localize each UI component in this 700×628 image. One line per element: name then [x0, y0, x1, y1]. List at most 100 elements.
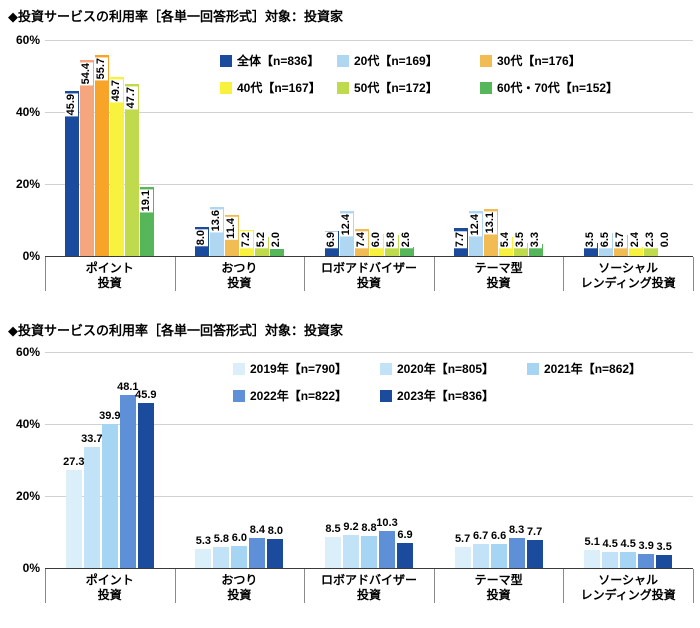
bar	[361, 536, 377, 568]
value-label: 0.0	[658, 231, 672, 249]
legend-label: 30代【n=176】	[497, 54, 581, 68]
bar	[490, 544, 507, 568]
legend: 2019年【n=790】 2020年【n=805】 2021年【n=862】 2022…	[233, 360, 641, 414]
gridline	[45, 112, 693, 113]
bar	[231, 546, 248, 568]
value-label: 7.2	[239, 231, 253, 249]
value-label: 7.4	[354, 231, 368, 249]
bar	[269, 248, 284, 256]
category-separator	[174, 569, 176, 603]
value-label: 9.2	[343, 520, 359, 533]
bar	[656, 555, 673, 568]
value-label: 8.0	[194, 229, 208, 247]
value-label: 8.3	[508, 524, 525, 537]
legend-label: 50代【n=172】	[354, 81, 438, 95]
value-label: 6.0	[231, 532, 248, 545]
category-label: ロボアドバイザー 投資	[320, 261, 417, 290]
legend-row: 2022年【n=822】 2023年【n=836】	[233, 387, 641, 404]
bar	[195, 548, 212, 568]
value-label: 6.9	[324, 231, 338, 249]
value-label: 6.9	[397, 529, 413, 542]
value-label: 4.5	[620, 537, 636, 550]
value-label: 2.0	[269, 231, 283, 249]
value-label: 45.9	[65, 92, 79, 117]
value-label: 2.6	[399, 231, 413, 249]
bar	[454, 547, 471, 568]
bar	[508, 538, 525, 568]
value-label: 5.3	[195, 534, 212, 547]
value-label: 5.8	[384, 231, 398, 249]
bar	[620, 551, 637, 568]
bar	[399, 246, 414, 256]
value-label: 6.5	[598, 231, 612, 249]
legend-swatch	[380, 362, 392, 375]
legend-item: 40代【n=167】	[220, 79, 337, 96]
value-label: 3.5	[514, 231, 528, 249]
value-label: 7.7	[454, 231, 468, 249]
value-label: 3.5	[583, 231, 597, 249]
value-label: 4.5	[602, 537, 618, 550]
legend-swatch	[220, 81, 232, 94]
legend-label: 全体【n=836】	[237, 54, 320, 68]
value-label: 5.2	[254, 231, 268, 249]
bar	[80, 60, 95, 256]
value-label: 6.7	[472, 529, 489, 542]
legend-item: 2021年【n=862】	[527, 360, 641, 377]
category-label: おつり 投資	[221, 261, 258, 290]
legend-row: 全体【n=836】 20代【n=169】 30代【n=176】	[220, 52, 618, 69]
value-label: 13.1	[484, 210, 498, 235]
value-label: 8.4	[249, 523, 266, 536]
bar	[529, 244, 544, 256]
plot-area: 0% 20% 40% 60% ポイント 投資 おつり 投資 ロボアドバイザー 投資 テーマ型 …	[15, 33, 694, 291]
value-label: 33.7	[81, 432, 103, 445]
value-label: 5.7	[613, 231, 627, 249]
legend-label: 2022年【n=822】	[250, 389, 348, 403]
bar	[643, 247, 658, 256]
legend-label: 40代【n=167】	[237, 81, 321, 95]
bar	[267, 539, 284, 568]
category-label: ソーシャル レンディング投資	[580, 261, 676, 290]
legend-label: 2021年【n=862】	[544, 362, 642, 376]
legend-label: 60代・70代【n=152】	[497, 81, 619, 95]
y-axis-label: 20%	[15, 177, 40, 191]
bar	[472, 543, 489, 568]
value-label: 10.3	[376, 516, 398, 529]
value-label: 19.1	[140, 189, 154, 213]
value-label: 11.4	[224, 216, 238, 240]
value-label: 47.7	[125, 86, 139, 110]
value-label: 6.0	[369, 231, 383, 249]
legend-label: 20代【n=169】	[354, 54, 438, 68]
category-separator	[174, 257, 176, 291]
legend-swatch	[233, 362, 245, 375]
value-label: 3.3	[529, 231, 543, 249]
category-separator	[433, 569, 435, 603]
y-axis-label: 20%	[15, 489, 40, 503]
category-label: ロボアドバイザー 投資	[320, 573, 417, 602]
bar	[95, 55, 110, 256]
gridline	[45, 352, 693, 353]
chart-title: ◆投資サービスの利用率［各単一回答形式］対象：投資家	[8, 9, 343, 24]
bar	[101, 424, 118, 568]
legend-swatch	[233, 389, 245, 402]
category-separator	[45, 569, 46, 603]
category-separator	[433, 257, 435, 291]
x-axis-line	[45, 256, 693, 257]
category-separator	[563, 569, 565, 603]
x-axis-line	[45, 568, 693, 569]
bar	[125, 84, 140, 256]
value-label: 5.7	[454, 533, 471, 546]
gridline	[45, 496, 693, 497]
category-separator	[693, 569, 694, 603]
gridline	[45, 40, 693, 41]
legend-swatch	[220, 54, 232, 67]
bar	[213, 547, 230, 568]
value-label: 8.0	[267, 525, 284, 538]
bar	[110, 77, 125, 256]
value-label: 5.4	[499, 231, 513, 249]
category-label: ポイント 投資	[85, 573, 134, 602]
legend-item: 50代【n=172】	[337, 79, 480, 96]
category-label: ポイント 投資	[85, 261, 134, 290]
legend-item: 全体【n=836】	[220, 52, 337, 69]
value-label: 5.1	[584, 535, 600, 548]
category-label: テーマ型 投資	[474, 573, 523, 602]
